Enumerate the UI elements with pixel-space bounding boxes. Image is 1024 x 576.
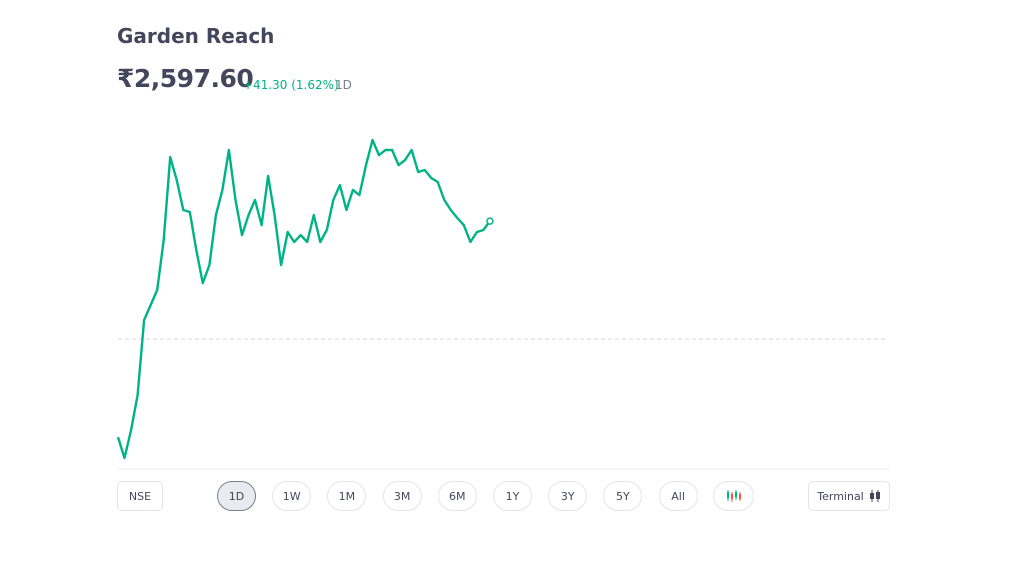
period: 1D	[335, 78, 352, 92]
terminal-icon	[869, 490, 880, 502]
range-button[interactable]: 1M	[327, 481, 367, 511]
range-button[interactable]: 1W	[272, 481, 312, 511]
price-line	[116, 138, 491, 460]
range-button[interactable]: 1Y	[493, 481, 532, 511]
range-button[interactable]: 3Y	[548, 481, 588, 511]
candle-icon	[726, 490, 741, 502]
last-point	[486, 217, 494, 225]
price-change: +41.30 (1.62%)	[243, 78, 339, 92]
range-button[interactable]: 1D	[217, 481, 256, 511]
range-button[interactable]: 3M	[382, 481, 422, 511]
stock-title: Garden Reach	[117, 24, 275, 48]
range-button[interactable]: 5Y	[603, 481, 643, 511]
exchange-button[interactable]: NSE	[117, 481, 163, 511]
candle-toggle[interactable]	[713, 481, 754, 511]
terminal-label: Terminal	[817, 489, 864, 503]
price: ₹2,597.60	[117, 64, 254, 93]
range-button[interactable]: 6M	[437, 481, 477, 511]
range-button[interactable]: All	[658, 481, 698, 511]
terminal-button[interactable]: Terminal	[808, 481, 890, 511]
